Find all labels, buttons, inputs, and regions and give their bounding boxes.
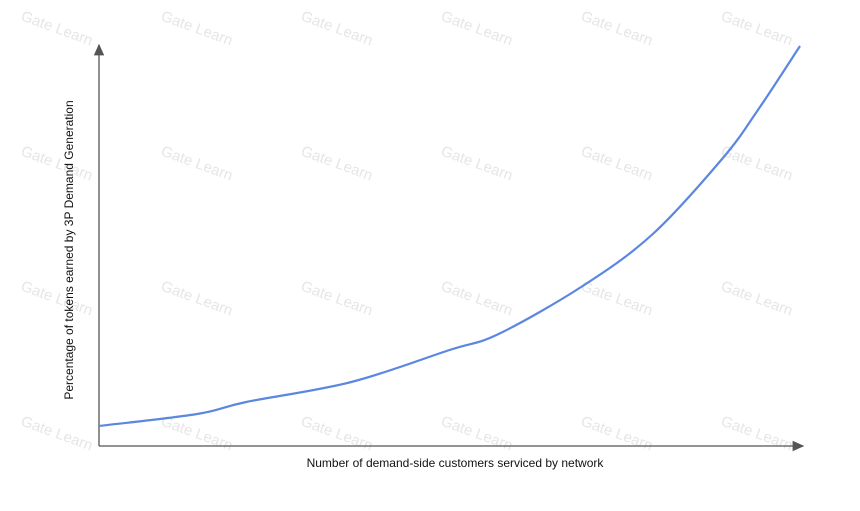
x-axis-label: Number of demand-side customers serviced… (307, 456, 605, 470)
watermark: Gate Learn (159, 413, 235, 455)
watermark: Gate Learn (299, 278, 375, 320)
watermark: Gate Learn (439, 278, 515, 320)
watermark: Gate Learn (299, 143, 375, 185)
watermark: Gate Learn (579, 143, 655, 185)
watermark: Gate Learn (299, 413, 375, 455)
watermark: Gate Learn (719, 8, 795, 50)
y-axis-label: Percentage of tokens earned by 3P Demand… (62, 100, 76, 399)
watermark: Gate Learn (19, 278, 95, 320)
watermarks: Gate Learn Gate Learn Gate Learn Gate Learn… (19, 8, 795, 455)
watermark: Gate Learn (439, 8, 515, 50)
watermark: Gate Learn (719, 413, 795, 455)
watermark: Gate Learn (579, 413, 655, 455)
watermark: Gate Learn (719, 278, 795, 320)
watermark: Gate Learn (159, 278, 235, 320)
watermark: Gate Learn (19, 413, 95, 455)
watermark: Gate Learn (159, 8, 235, 50)
line-series (98, 45, 801, 428)
watermark: Gate Learn (19, 143, 95, 185)
watermark: Gate Learn (299, 8, 375, 50)
watermark: Gate Learn (439, 413, 515, 455)
watermark: Gate Learn (579, 8, 655, 50)
watermark: Gate Learn (159, 143, 235, 185)
watermark: Gate Learn (579, 278, 655, 320)
watermark: Gate Learn (19, 8, 95, 50)
watermark: Gate Learn (439, 143, 515, 185)
